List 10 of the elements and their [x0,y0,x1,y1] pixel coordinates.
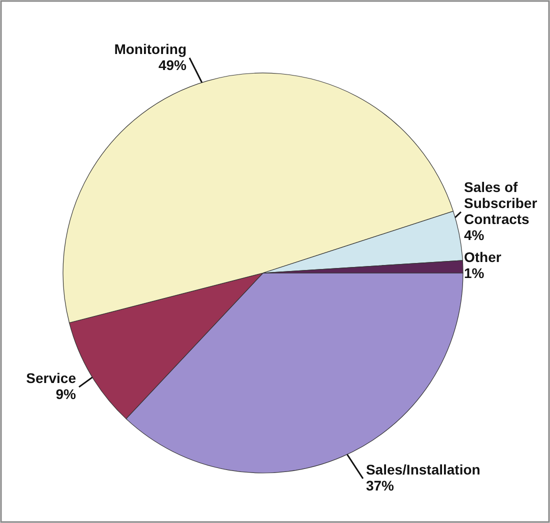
data-label: 4% [464,226,485,243]
data-label: 1% [464,264,485,281]
data-label: 49% [158,56,188,73]
slice-label: Other [464,248,502,265]
slice-label: Monitoring [114,40,187,57]
data-label: 9% [56,386,77,402]
slice-label: Service [26,370,76,386]
slice-label: Sales of Subscriber Contracts [464,178,538,227]
slice-label: Sales/Installation [366,462,480,478]
data-label: 37% [366,478,395,494]
